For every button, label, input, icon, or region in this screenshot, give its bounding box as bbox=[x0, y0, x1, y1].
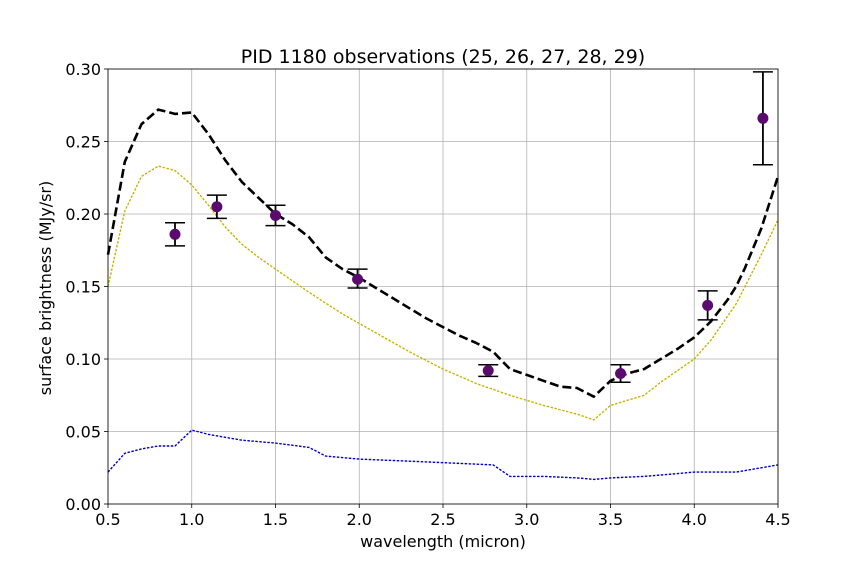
series-line-3 bbox=[107, 429, 779, 481]
data-point bbox=[352, 273, 364, 285]
x-tick-label: 3.0 bbox=[514, 510, 539, 529]
y-tick-label: 0.20 bbox=[65, 205, 101, 224]
y-axis-label: surface brightness (MJy/sr) bbox=[36, 181, 55, 396]
y-tick-label: 0.30 bbox=[65, 60, 101, 79]
data-point bbox=[757, 112, 769, 124]
y-tick-label: 0.05 bbox=[65, 423, 101, 442]
x-tick-label: 4.0 bbox=[682, 510, 707, 529]
data-point bbox=[702, 299, 714, 311]
series-lines bbox=[106, 108, 780, 481]
x-tick-label: 0.5 bbox=[95, 510, 120, 529]
data-point bbox=[211, 201, 223, 213]
y-tick-label: 0.00 bbox=[65, 495, 101, 514]
y-tick-label: 0.15 bbox=[65, 278, 101, 297]
data-point bbox=[615, 368, 627, 379]
data-point bbox=[482, 365, 494, 377]
axis-ticks: 0.5 1.0 1.5 2.0 2.5 3.0 3.5 4.0 4.5 0.00 0.05 0.10 0… bbox=[65, 60, 790, 529]
chart-title: PID 1180 observations (25, 26, 27, 28, 2… bbox=[241, 46, 645, 68]
y-tick-label: 0.25 bbox=[65, 133, 101, 152]
data-point bbox=[169, 228, 181, 240]
x-tick-label: 3.5 bbox=[598, 510, 623, 529]
x-tick-label: 2.5 bbox=[430, 510, 455, 529]
x-tick-label: 2.0 bbox=[347, 510, 372, 529]
series-line-1 bbox=[106, 108, 780, 399]
x-tick-label: 1.5 bbox=[263, 510, 288, 529]
x-tick-label: 1.0 bbox=[179, 510, 204, 529]
data-points bbox=[165, 71, 773, 383]
data-point bbox=[270, 209, 281, 221]
grid bbox=[107, 68, 779, 505]
y-tick-label: 0.10 bbox=[65, 350, 101, 369]
x-axis-label: wavelength (micron) bbox=[360, 532, 526, 551]
x-tick-label: 4.5 bbox=[765, 510, 790, 529]
